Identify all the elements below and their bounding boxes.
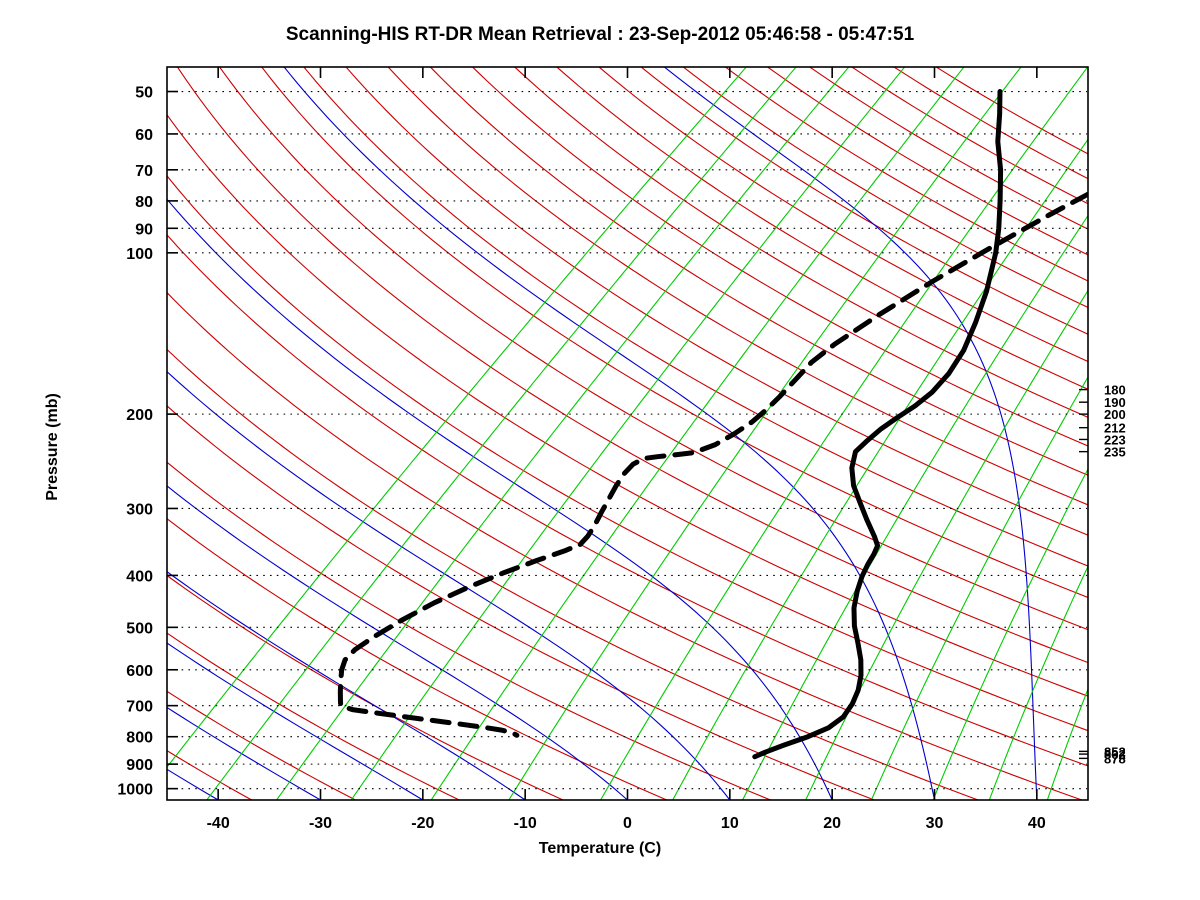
dry-adiabat [176, 67, 1088, 664]
right-axis-label: 190 [1104, 395, 1126, 410]
mixing-ratio-line [508, 67, 1022, 800]
sounding-curves [337, 89, 1088, 760]
dry-adiabat [725, 67, 1088, 282]
y-tick-label: 50 [135, 85, 153, 102]
x-axis-label: Temperature (C) [538, 840, 662, 857]
y-tick-label: 200 [126, 407, 153, 424]
x-tick-label: -30 [309, 815, 332, 832]
y-tick-label: 400 [126, 568, 153, 585]
dewpoint-profile-line [337, 191, 1088, 738]
x-tick-label: 40 [1028, 815, 1046, 832]
moist-adiabat [0, 346, 116, 800]
y-tick-label: 500 [126, 620, 153, 637]
right-axis-label: 852 [1104, 744, 1126, 759]
mixing-ratio-line [206, 67, 797, 800]
dry-adiabat [598, 67, 1088, 363]
right-axis-label: 235 [1104, 445, 1126, 460]
dry-adiabat [472, 67, 1088, 447]
y-tick-label: 800 [126, 730, 153, 747]
dry-adiabat [167, 291, 1083, 800]
dry-adiabat [261, 67, 1088, 599]
y-tick-label: 900 [126, 757, 153, 774]
dry-adiabat [167, 175, 1088, 732]
dry-adiabat [219, 67, 1088, 631]
dry-adiabat [0, 299, 148, 800]
dry-adiabat [167, 405, 875, 800]
dry-adiabat [303, 67, 1088, 567]
moist-adiabat [167, 485, 628, 800]
mixing-ratio-line [805, 289, 1088, 800]
y-tick-label: 70 [135, 163, 153, 180]
moist-adiabat [1139, 67, 1200, 800]
right-axis-label: 878 [1104, 751, 1126, 766]
x-tick-label: 30 [926, 815, 944, 832]
moist-adiabat [167, 198, 833, 800]
y-tick-label: 60 [135, 127, 153, 144]
temperature-profile-line [752, 89, 1004, 760]
dry-adiabat [167, 518, 667, 800]
dry-adiabat [893, 67, 1088, 180]
chart-title: Scanning-HIS RT-DR Mean Retrieval : 23-S… [285, 24, 915, 45]
dry-adiabat [167, 574, 564, 800]
x-tick-label: -40 [207, 815, 230, 832]
dry-adiabat [167, 632, 460, 800]
x-tick-label: -10 [514, 815, 537, 832]
axis-ticks [167, 67, 1088, 800]
dry-adiabat [0, 429, 44, 800]
moist-adiabat [283, 67, 936, 800]
mixing-ratio-line [870, 375, 1088, 800]
right-axis-label: 200 [1104, 407, 1126, 422]
y-tick-label: 600 [126, 663, 153, 680]
dry-adiabat [935, 67, 1088, 155]
axis-tick-labels: 5060708090100200300400500600700800900100… [117, 85, 1125, 832]
mixing-ratio-line [932, 467, 1088, 800]
y-tick-label: 90 [135, 221, 153, 238]
dry-adiabat [556, 67, 1088, 390]
moist-adiabat [664, 67, 1038, 800]
dry-adiabat [387, 67, 1088, 506]
mixing-ratio-line [672, 138, 1088, 800]
right-axis-label: 862 [1104, 747, 1126, 762]
moist-adiabat [167, 642, 424, 800]
mixing-ratio-line [988, 565, 1088, 800]
mixing-ratio-line [430, 67, 965, 800]
y-tick-label: 700 [126, 699, 153, 716]
dry-adiabat [682, 67, 1088, 309]
right-axis-label: 212 [1104, 421, 1126, 436]
y-tick-label: 300 [126, 501, 153, 518]
y-tick-label: 100 [126, 246, 153, 263]
x-tick-label: 20 [823, 815, 841, 832]
y-tick-label: 80 [135, 194, 153, 211]
x-tick-label: 0 [623, 815, 632, 832]
plot-background [167, 67, 1088, 800]
mixing-ratio-line [350, 67, 906, 800]
mixing-ratio-line [276, 67, 850, 800]
dry-adiabat [514, 67, 1088, 418]
dry-adiabat [345, 67, 1088, 536]
y-tick-label: 1000 [117, 782, 153, 799]
right-axis-label: 223 [1104, 432, 1126, 447]
mixing-ratio-line [167, 67, 747, 769]
dry-adiabat [167, 348, 979, 800]
dry-adiabat [640, 67, 1088, 335]
dry-adiabat [767, 67, 1088, 256]
mixing-ratio-line [742, 214, 1088, 800]
x-tick-label: 10 [721, 815, 739, 832]
dry-adiabat [809, 67, 1088, 230]
moist-adiabat [167, 571, 526, 800]
dry-adiabat [851, 67, 1088, 205]
moist-adiabat [167, 370, 731, 800]
x-tick-label: -20 [411, 815, 434, 832]
right-axis-label: 180 [1104, 383, 1126, 398]
moist-adiabat [0, 470, 14, 800]
dry-adiabat [167, 461, 771, 800]
